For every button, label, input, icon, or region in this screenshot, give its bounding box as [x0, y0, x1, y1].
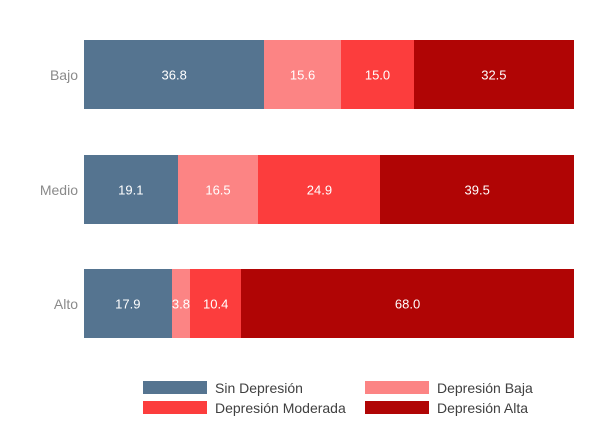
bar-segment: 39.5: [380, 155, 574, 224]
segment-value-label: 68.0: [394, 296, 421, 311]
bar-segment: 17.9: [84, 269, 172, 338]
bar-segment: 10.4: [190, 269, 242, 338]
legend-label: Sin Depresión: [215, 379, 303, 396]
chart-legend: Sin Depresión Depresión Baja Depresión Mod…: [143, 379, 533, 416]
segment-value-label: 36.8: [161, 67, 187, 82]
legend-swatch-icon: [143, 381, 207, 394]
segment-value-label: 15.0: [364, 67, 391, 82]
bar-segment: 32.5: [414, 40, 574, 109]
bar-segment: 15.6: [264, 40, 341, 109]
segment-value-label: 39.5: [464, 182, 490, 197]
segment-value-label: 24.9: [306, 182, 333, 197]
category-label-alto: Alto: [53, 295, 78, 312]
segment-value-label: 15.6: [289, 67, 316, 82]
legend-swatch-icon: [365, 401, 429, 414]
bar-segment: 16.5: [177, 155, 259, 224]
legend-item: Depresión Alta: [365, 399, 533, 416]
legend-swatch-icon: [365, 381, 429, 394]
category-label-medio: Medio: [39, 181, 78, 198]
bar-medio: 19.1 16.5 24.9 39.5: [84, 155, 574, 224]
bar-segment: 36.8: [84, 40, 265, 109]
legend-label: Depresión Moderada: [215, 399, 346, 416]
bar-segment: 15.0: [340, 40, 415, 109]
bar-alto: 17.9 3.8 10.4 68.0: [84, 269, 574, 338]
legend-item: Sin Depresión: [143, 379, 365, 396]
segment-value-label: 16.5: [205, 182, 231, 197]
segment-value-label: 10.4: [203, 296, 229, 311]
legend-item: Depresión Baja: [365, 379, 533, 396]
bar-bajo: 36.8 15.6 15.0 32.5: [84, 40, 574, 109]
segment-value-label: 19.1: [118, 182, 144, 197]
segment-value-label: 17.9: [115, 296, 141, 311]
bar-segment: 24.9: [258, 155, 381, 224]
bar-segment: 68.0: [241, 269, 574, 338]
legend-label: Depresión Alta: [437, 399, 529, 416]
legend-item: Depresión Moderada: [143, 399, 365, 416]
bar-segment: 3.8: [171, 269, 191, 338]
bar-segment: 19.1: [84, 155, 178, 224]
legend-label: Depresión Baja: [437, 379, 533, 396]
segment-value-label: 32.5: [481, 67, 507, 82]
category-label-bajo: Bajo: [49, 66, 78, 83]
segment-value-label: 3.8: [171, 296, 190, 311]
legend-swatch-icon: [143, 401, 207, 414]
